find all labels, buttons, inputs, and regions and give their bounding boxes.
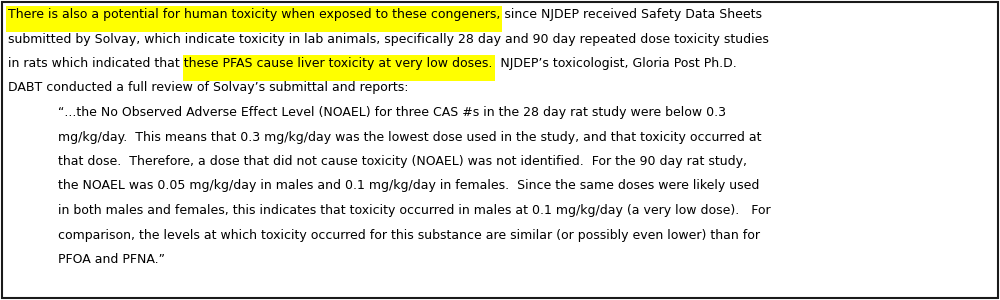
Text: in both males and females, this indicates that toxicity occurred in males at 0.1: in both males and females, this indicate… [58,204,771,217]
Text: the NOAEL was 0.05 mg/kg/day in males and 0.1 mg/kg/day in females.  Since the s: the NOAEL was 0.05 mg/kg/day in males an… [58,179,759,193]
Text: submitted by Solvay, which indicate toxicity in lab animals, specifically 28 day: submitted by Solvay, which indicate toxi… [8,32,769,46]
Bar [6,6,502,31]
Text: “...the No Observed Adverse Effect Level (NOAEL) for three CAS #s in the 28 day : “...the No Observed Adverse Effect Level… [58,106,726,119]
Text: comparison, the levels at which toxicity occurred for this substance are similar: comparison, the levels at which toxicity… [58,229,760,242]
Text: mg/kg/day.  This means that 0.3 mg/kg/day was the lowest dose used in the study,: mg/kg/day. This means that 0.3 mg/kg/day… [58,130,762,143]
Text: DABT conducted a full review of Solvay’s submittal and reports:: DABT conducted a full review of Solvay’s… [8,82,409,94]
Text: PFOA and PFNA.”: PFOA and PFNA.” [58,253,165,266]
Text: that dose.  Therefore, a dose that did not cause toxicity (NOAEL) was not identi: that dose. Therefore, a dose that did no… [58,155,747,168]
Text: There is also a potential for human toxicity when exposed to these congeners, si: There is also a potential for human toxi… [8,8,762,21]
Bar [183,55,495,80]
Text: in rats which indicated that these PFAS cause liver toxicity at very low doses. : in rats which indicated that these PFAS … [8,57,737,70]
